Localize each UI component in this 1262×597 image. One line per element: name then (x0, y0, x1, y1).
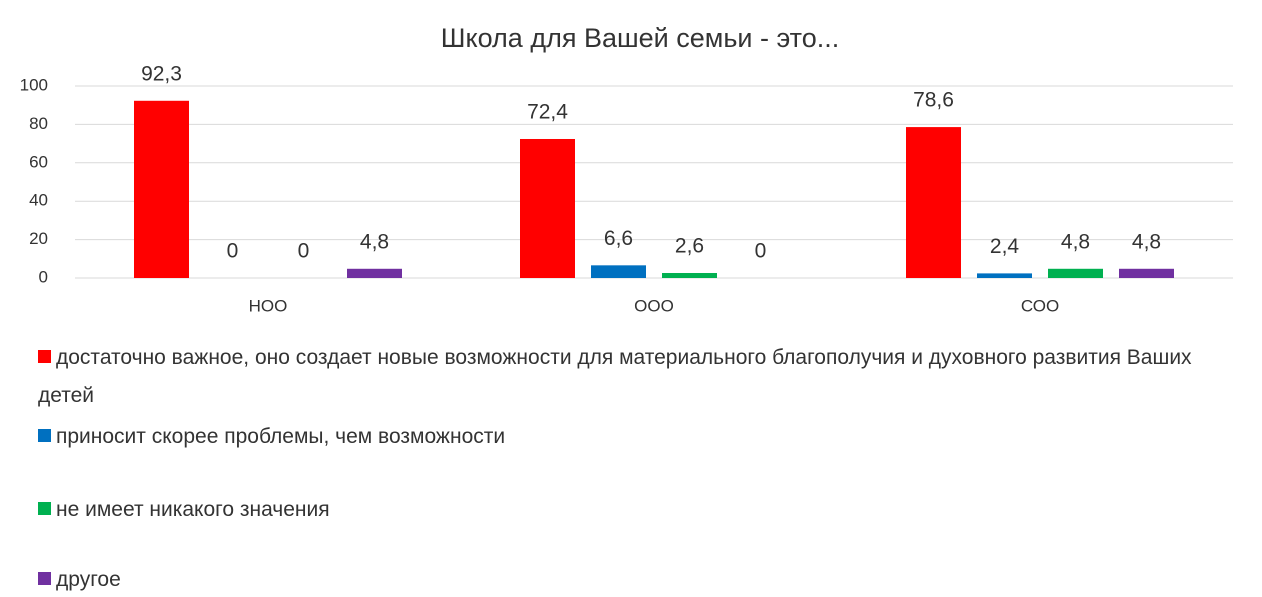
legend-item: другое (38, 561, 1253, 597)
bar (520, 138, 575, 278)
legend-swatch (38, 502, 51, 515)
y-tick-label: 60 (29, 152, 48, 171)
y-tick-label: 20 (29, 229, 48, 248)
y-tick-label: 80 (29, 114, 48, 133)
bar (347, 268, 402, 278)
data-label: 4,8 (360, 230, 389, 253)
chart: Школа для Вашей семьи - это... 0 20 40 60 80… (20, 23, 1233, 315)
data-label: 92,3 (141, 62, 182, 85)
bar (134, 100, 189, 278)
bar (1048, 268, 1103, 278)
legend-label: приносит скорее проблемы, чем возможност… (56, 425, 506, 448)
legend-label: другое (56, 568, 121, 591)
bar (591, 265, 646, 278)
data-label: 0 (298, 240, 310, 263)
x-tick-label: СОО (1021, 296, 1059, 315)
data-label: 72,4 (527, 101, 568, 124)
chart-title: Школа для Вашей семьи - это... (441, 23, 839, 53)
legend-item: достаточно важное, оно создает новые воз… (38, 339, 1253, 415)
bar (662, 273, 717, 278)
y-tick-label: 0 (39, 267, 48, 286)
data-label: 2,4 (990, 235, 1020, 258)
data-label: 2,6 (675, 235, 704, 258)
legend-item: не имеет никакого значения (38, 491, 1253, 529)
y-tick-label: 100 (20, 75, 48, 94)
legend-swatch (38, 572, 51, 585)
legend-swatch (38, 429, 51, 442)
data-label: 78,6 (913, 89, 954, 112)
data-label: 0 (755, 240, 767, 263)
data-label: 4,8 (1132, 230, 1161, 253)
legend-item: приносит скорее проблемы, чем возможност… (38, 418, 1253, 456)
legend-label: достаточно важное, оно создает новые воз… (38, 346, 1192, 407)
legend-swatch (38, 350, 51, 363)
legend-label: не имеет никакого значения (56, 498, 330, 521)
data-label: 4,8 (1061, 230, 1090, 253)
data-label: 0 (227, 240, 239, 263)
x-tick-label: НОО (249, 296, 288, 315)
bar (906, 127, 961, 278)
data-label: 6,6 (604, 227, 633, 250)
bar (1119, 268, 1174, 278)
bar (977, 273, 1032, 278)
y-tick-label: 40 (29, 191, 48, 210)
x-tick-label: ООО (634, 296, 674, 315)
